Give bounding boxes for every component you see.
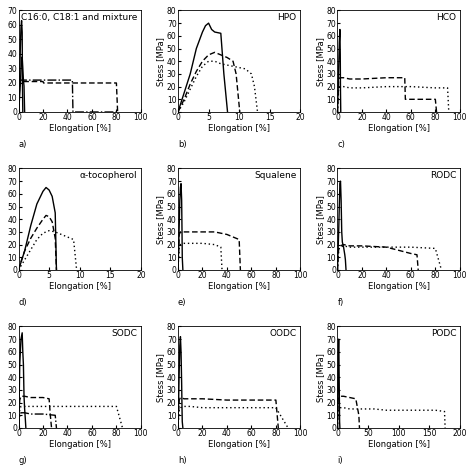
X-axis label: Elongation [%]: Elongation [%] (49, 282, 111, 291)
X-axis label: Elongation [%]: Elongation [%] (368, 282, 429, 291)
Text: f): f) (337, 299, 344, 308)
Text: a): a) (18, 140, 27, 149)
X-axis label: Elongation [%]: Elongation [%] (49, 124, 111, 133)
Text: b): b) (178, 140, 187, 149)
X-axis label: Elongation [%]: Elongation [%] (368, 440, 429, 449)
Y-axis label: Stess [MPa]: Stess [MPa] (316, 195, 325, 244)
X-axis label: Elongation [%]: Elongation [%] (368, 124, 429, 133)
Y-axis label: Stess [MPa]: Stess [MPa] (316, 353, 325, 401)
Text: OODC: OODC (270, 329, 297, 338)
Text: Squalene: Squalene (254, 172, 297, 181)
X-axis label: Elongation [%]: Elongation [%] (49, 440, 111, 449)
Y-axis label: Stess [MPa]: Stess [MPa] (316, 37, 325, 86)
Y-axis label: Stess [MPa]: Stess [MPa] (156, 353, 165, 401)
Text: C16:0, C18:1 and mixture: C16:0, C18:1 and mixture (21, 13, 137, 22)
Text: HPO: HPO (278, 13, 297, 22)
Y-axis label: Stess [MPa]: Stess [MPa] (156, 195, 165, 244)
Text: e): e) (178, 299, 186, 308)
Text: PODC: PODC (431, 329, 456, 338)
X-axis label: Elongation [%]: Elongation [%] (208, 440, 270, 449)
Text: RODC: RODC (430, 172, 456, 181)
Text: i): i) (337, 456, 343, 465)
Text: SODC: SODC (111, 329, 137, 338)
Text: d): d) (18, 299, 27, 308)
X-axis label: Elongation [%]: Elongation [%] (208, 282, 270, 291)
Text: α-tocopherol: α-tocopherol (80, 172, 137, 181)
Text: h): h) (178, 456, 187, 465)
Text: c): c) (337, 140, 346, 149)
Text: HCO: HCO (436, 13, 456, 22)
Y-axis label: Stess [MPa]: Stess [MPa] (156, 37, 165, 86)
Text: g): g) (18, 456, 27, 465)
X-axis label: Elongation [%]: Elongation [%] (208, 124, 270, 133)
